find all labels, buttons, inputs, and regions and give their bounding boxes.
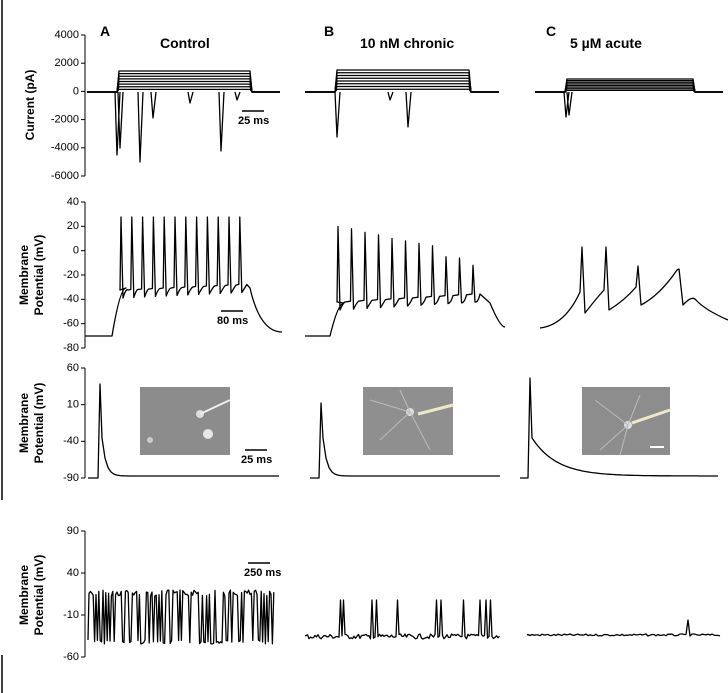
axis-label: Potential (mV)	[32, 235, 46, 316]
y-tick-label: 60	[67, 362, 79, 374]
trace	[405, 91, 412, 128]
trace	[87, 70, 280, 93]
trace	[310, 402, 500, 479]
y-tick-label: -6000	[51, 170, 79, 182]
y-tick-label: 20	[67, 220, 79, 232]
y-tick-label: 10	[67, 399, 79, 411]
panel-letter: A	[100, 23, 110, 39]
trace	[87, 589, 275, 645]
y-tick-label: -40	[63, 293, 79, 305]
panel-title: 5 µM acute	[570, 35, 642, 51]
axis-label: Potential (mV)	[32, 555, 46, 636]
scale-bar-label: 25 ms	[238, 115, 269, 127]
axis-label: Membrane	[17, 393, 31, 453]
trace	[520, 377, 718, 479]
y-tick-label: -10	[63, 609, 79, 621]
trace	[566, 91, 573, 116]
trace	[526, 619, 721, 637]
trace	[117, 91, 124, 149]
y-tick-label: 0	[73, 85, 79, 97]
panel-title: Control	[160, 35, 210, 51]
trace	[137, 91, 144, 163]
trace	[187, 91, 194, 104]
micrograph	[140, 387, 671, 456]
axis-label: Membrane	[17, 245, 31, 305]
y-tick-label: 40	[67, 196, 79, 208]
scale-bar-label: 25 ms	[241, 454, 272, 466]
trace	[150, 91, 157, 119]
panel-letter: B	[324, 23, 334, 39]
axis-label: Membrane	[17, 565, 31, 625]
trace	[85, 216, 283, 337]
y-tick-label: -90	[63, 472, 79, 484]
trace	[334, 91, 341, 138]
trace	[539, 246, 728, 329]
panel-title: 10 nM chronic	[360, 35, 454, 51]
y-tick-label: -60	[63, 651, 79, 663]
trace	[535, 78, 723, 93]
y-tick-label: 2000	[55, 57, 79, 69]
y-tick-label: -2000	[51, 114, 79, 126]
y-tick-label: 4000	[55, 29, 79, 41]
axis-label: Current (pA)	[23, 70, 37, 141]
y-tick-label: -40	[63, 435, 79, 447]
y-tick-label: 90	[67, 525, 79, 537]
scale-bar-label: 250 ms	[244, 567, 281, 579]
y-tick-label: 40	[67, 567, 79, 579]
trace	[305, 225, 506, 337]
trace	[387, 91, 394, 101]
y-tick-label: 0	[73, 245, 79, 257]
trace	[88, 383, 279, 479]
trace	[305, 69, 499, 93]
trace	[234, 91, 241, 101]
y-tick-label: -4000	[51, 142, 79, 154]
trace	[218, 91, 225, 152]
axis-label: Potential (mV)	[32, 383, 46, 464]
y-tick-label: -80	[63, 342, 79, 354]
scale-bar-label: 80 ms	[217, 315, 248, 327]
y-tick-label: -20	[63, 269, 79, 281]
y-tick-label: -60	[63, 318, 79, 330]
panel-letter: C	[546, 23, 556, 39]
trace	[304, 599, 500, 640]
